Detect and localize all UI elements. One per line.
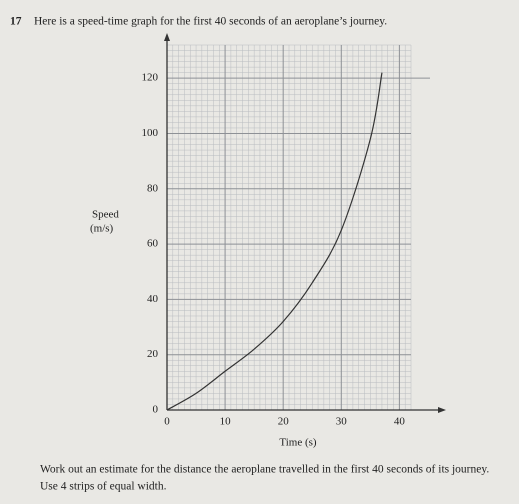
- y-axis-label: (m/s): [90, 223, 114, 235]
- x-tick-label: 20: [278, 416, 290, 428]
- y-tick-label: 0: [153, 404, 159, 416]
- speed-curve: [166, 72, 383, 411]
- y-tick-label: 120: [142, 72, 159, 84]
- y-axis-label: Speed: [92, 209, 119, 221]
- y-tick-label: 100: [142, 127, 159, 139]
- y-tick-label: 60: [147, 238, 159, 250]
- question-number: 17: [10, 16, 22, 28]
- y-axis-arrow: [164, 33, 170, 41]
- question-text: Here is a speed-time graph for the first…: [34, 16, 387, 28]
- x-axis-arrow: [438, 407, 446, 413]
- task-text: Work out an estimate for the distance th…: [40, 464, 489, 476]
- x-axis-label: Time (s): [279, 437, 317, 449]
- x-tick-label: 0: [164, 416, 170, 428]
- x-tick-label: 30: [336, 416, 348, 428]
- task-text: Use 4 strips of equal width.: [40, 481, 167, 493]
- x-tick-label: 40: [394, 416, 406, 428]
- y-tick-label: 20: [147, 348, 159, 360]
- y-tick-label: 80: [147, 182, 159, 194]
- x-tick-label: 10: [220, 416, 232, 428]
- y-tick-label: 40: [147, 293, 159, 305]
